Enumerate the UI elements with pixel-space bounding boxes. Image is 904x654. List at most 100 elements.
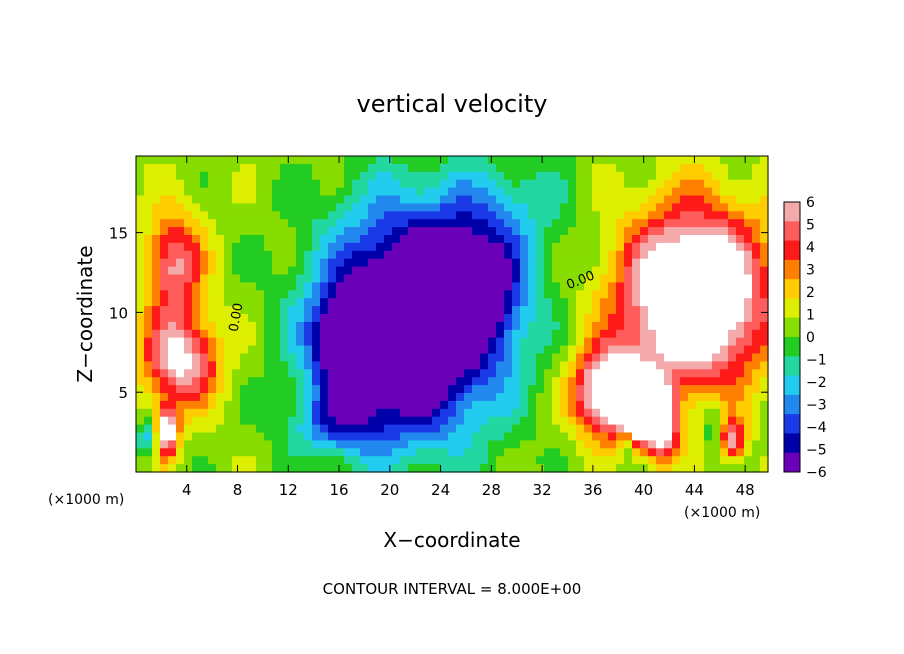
heatmap-cell: [752, 393, 761, 402]
heatmap-cell: [496, 258, 505, 268]
heatmap-cell: [184, 282, 193, 291]
heatmap-cell: [272, 337, 281, 347]
heatmap-cell: [352, 156, 361, 165]
heatmap-cell: [160, 258, 169, 268]
heatmap-cell: [680, 408, 689, 418]
heatmap-cell: [368, 408, 377, 418]
heatmap-cell: [488, 298, 497, 307]
heatmap-cell: [232, 266, 241, 276]
heatmap-cell: [552, 408, 561, 418]
heatmap-cell: [624, 393, 633, 402]
heatmap-cell: [536, 242, 545, 252]
heatmap-cell: [656, 290, 665, 299]
heatmap-cell: [328, 227, 337, 236]
heatmap-cell: [224, 408, 233, 418]
heatmap-cell: [504, 171, 513, 181]
heatmap-cell: [400, 314, 409, 323]
heatmap-cell: [392, 432, 401, 441]
heatmap-cell: [512, 393, 521, 402]
heatmap-cell: [208, 424, 217, 434]
heatmap-cell: [336, 195, 345, 204]
heatmap-cell: [400, 400, 409, 410]
heatmap-cell: [176, 250, 185, 260]
heatmap-cell: [320, 329, 329, 339]
heatmap-cell: [408, 353, 417, 362]
heatmap-cell: [136, 416, 145, 426]
heatmap-cell: [592, 163, 601, 173]
heatmap-cell: [544, 393, 553, 402]
heatmap-cell: [672, 345, 681, 355]
heatmap-cell: [488, 187, 497, 197]
heatmap-cell: [456, 448, 465, 457]
heatmap-cell: [408, 456, 417, 465]
heatmap-cell: [712, 456, 721, 465]
heatmap-cell: [240, 203, 249, 212]
heatmap-cell: [536, 227, 545, 236]
heatmap-cell: [376, 416, 385, 426]
heatmap-cell: [352, 242, 361, 252]
colorbar-tick-label: −6: [806, 465, 827, 481]
heatmap-cell: [416, 448, 425, 457]
heatmap-cell: [344, 329, 353, 339]
heatmap-cell: [168, 416, 177, 426]
heatmap-cell: [344, 298, 353, 307]
heatmap-cell: [544, 274, 553, 283]
heatmap-cell: [488, 329, 497, 339]
heatmap-cell: [328, 440, 337, 449]
heatmap-cell: [432, 329, 441, 339]
heatmap-cell: [256, 440, 265, 449]
heatmap-cell: [448, 353, 457, 362]
heatmap-cell: [672, 440, 681, 449]
heatmap-cell: [736, 416, 745, 426]
heatmap-cell: [208, 456, 217, 465]
heatmap-cell: [232, 274, 241, 283]
heatmap-cell: [176, 408, 185, 418]
heatmap-cell: [360, 456, 369, 465]
heatmap-cell: [336, 274, 345, 283]
heatmap-cell: [176, 156, 185, 165]
heatmap-cell: [320, 361, 329, 370]
heatmap-cell: [200, 195, 209, 204]
heatmap-cell: [184, 345, 193, 355]
heatmap-cell: [456, 321, 465, 331]
heatmap-cell: [288, 329, 297, 339]
heatmap-cell: [168, 274, 177, 283]
heatmap-cell: [176, 464, 185, 473]
heatmap-cell: [656, 211, 665, 220]
heatmap-cell: [464, 440, 473, 449]
heatmap-cell: [280, 369, 289, 378]
colorbar-tick-label: 0: [806, 330, 815, 346]
heatmap-cell: [704, 156, 713, 165]
heatmap-cell: [600, 211, 609, 220]
heatmap-cell: [520, 203, 529, 212]
heatmap-cell: [760, 321, 769, 331]
colorbar-swatch: [784, 394, 800, 415]
heatmap-cell: [520, 242, 529, 252]
heatmap-cell: [632, 393, 641, 402]
heatmap-cell: [320, 227, 329, 236]
heatmap-cell: [424, 321, 433, 331]
heatmap-cell: [496, 440, 505, 449]
heatmap-cell: [440, 424, 449, 434]
heatmap-cell: [520, 163, 529, 173]
heatmap-cell: [592, 227, 601, 236]
heatmap-cell: [592, 385, 601, 394]
heatmap-cell: [600, 456, 609, 465]
heatmap-cell: [424, 377, 433, 386]
heatmap-cell: [584, 337, 593, 347]
heatmap-cell: [688, 306, 697, 315]
heatmap-cell: [488, 400, 497, 410]
heatmap-cell: [224, 440, 233, 449]
y-tick-label: 5: [118, 384, 128, 402]
heatmap-cell: [312, 258, 321, 268]
heatmap-cell: [336, 456, 345, 465]
heatmap-cell: [648, 329, 657, 339]
heatmap-cell: [184, 456, 193, 465]
heatmap-cell: [552, 250, 561, 260]
heatmap-cell: [728, 219, 737, 228]
heatmap-cell: [656, 203, 665, 212]
heatmap-cell: [232, 321, 241, 331]
heatmap-cell: [136, 187, 145, 197]
heatmap-cell: [464, 250, 473, 260]
heatmap-cell: [344, 266, 353, 276]
